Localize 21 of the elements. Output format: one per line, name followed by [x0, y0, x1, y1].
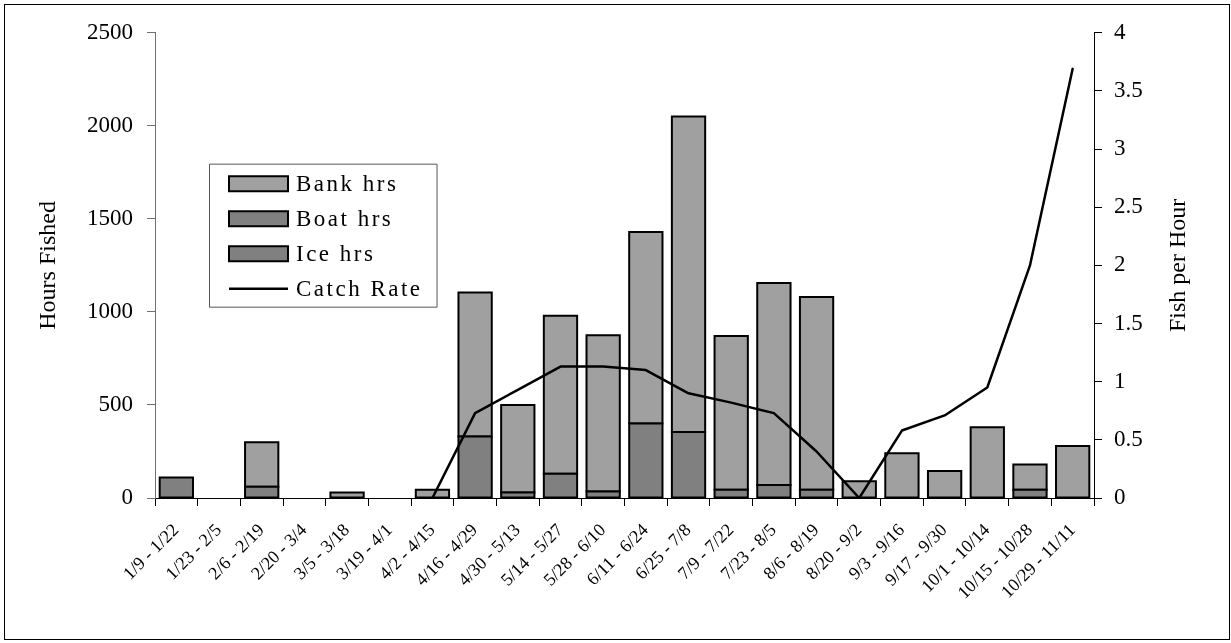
- legend-label: Bank hrs: [296, 170, 399, 196]
- y-tick-label: 0: [121, 484, 133, 510]
- legend-label: Ice hrs: [296, 240, 376, 266]
- legend-label: Catch Rate: [296, 275, 423, 301]
- legend-label: Boat hrs: [296, 205, 394, 231]
- y2-tick-label: 1: [1114, 367, 1126, 393]
- y2-tick-label: 3: [1114, 135, 1126, 161]
- y2-tick-label: 0: [1114, 484, 1126, 510]
- y-tick-label: 500: [98, 391, 133, 417]
- y2-tick-label: 1.5: [1114, 309, 1143, 335]
- y-axis-title: Hours Fished: [34, 201, 61, 330]
- y-tick-label: 2000: [87, 111, 133, 137]
- y2-tick-label: 3.5: [1114, 77, 1143, 102]
- y2-tick-label: 2: [1114, 251, 1126, 277]
- y-tick-label: 1000: [87, 297, 133, 323]
- y-tick-label: 1500: [87, 204, 133, 230]
- y-tick-label: 2500: [87, 18, 133, 44]
- y2-tick-label: 2.5: [1114, 193, 1143, 219]
- y2-axis-title: Fish per Hour: [1164, 198, 1191, 333]
- y2-tick-label: 0.5: [1114, 425, 1143, 451]
- y2-tick-label: 4: [1114, 18, 1126, 44]
